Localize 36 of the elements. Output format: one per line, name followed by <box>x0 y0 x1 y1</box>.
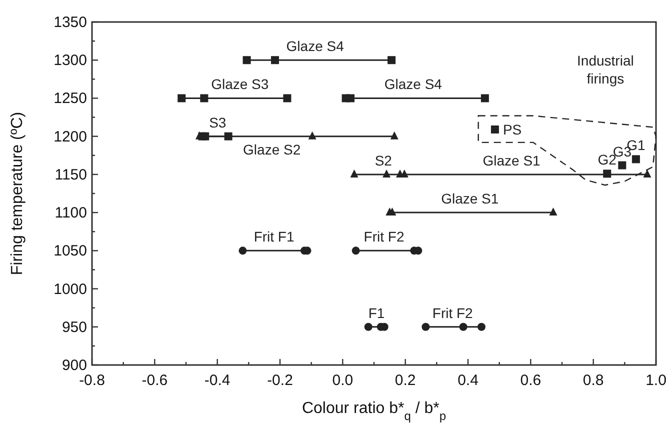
x-axis-title: Colour ratio b*$_{q}$ / b*$_{p}$ <box>302 400 446 423</box>
x-tick-label: -0.2 <box>267 372 293 389</box>
x-tick-label: 0.4 <box>458 372 478 389</box>
y-tick-label: 1200 <box>54 128 87 146</box>
annotation: PS <box>502 121 522 138</box>
annotation: Glaze S4 <box>286 38 344 54</box>
y-tick-label: 1300 <box>54 52 87 70</box>
x-tick-label: 0.6 <box>520 372 542 389</box>
x-tick-label: -0.6 <box>142 372 168 389</box>
y-tick-label: 950 <box>62 318 87 336</box>
y-tick-label: 1000 <box>54 280 87 298</box>
annotation: Glaze S3 <box>211 76 269 92</box>
annotation: Glaze S1 <box>441 190 499 207</box>
y-tick-label: 1100 <box>54 204 87 222</box>
x-tick-label: 1.0 <box>646 372 666 389</box>
annotation: Glaze S2 <box>243 141 301 158</box>
annotation: Frit F2 <box>432 304 474 321</box>
annotation: Glaze S1 <box>482 152 541 168</box>
y-tick-label: 900 <box>62 357 87 374</box>
annotation: Frit F2 <box>364 228 404 245</box>
y-tick-label: 1150 <box>54 166 87 184</box>
y-tick-label: 1050 <box>54 242 87 260</box>
y-axis-title: Firing temperature (ºC) <box>9 112 26 276</box>
annotation: Frit F1 <box>254 228 294 245</box>
x-tick-label: -0.4 <box>204 372 230 389</box>
x-tick-label: 0.8 <box>582 372 604 389</box>
x-tick-label: 0.2 <box>394 372 416 389</box>
annotation: Glaze S4 <box>384 76 442 92</box>
annotation: S3 <box>209 114 226 130</box>
annotation: F1 <box>368 304 385 321</box>
annotation: S2 <box>374 152 392 168</box>
y-tick-label: 1250 <box>54 90 87 108</box>
annotation: Industrial firings <box>577 52 634 86</box>
y-tick-label: 1350 <box>54 14 87 31</box>
x-tick-label: 0.0 <box>332 372 354 389</box>
x-tick-label: -0.8 <box>79 372 105 389</box>
